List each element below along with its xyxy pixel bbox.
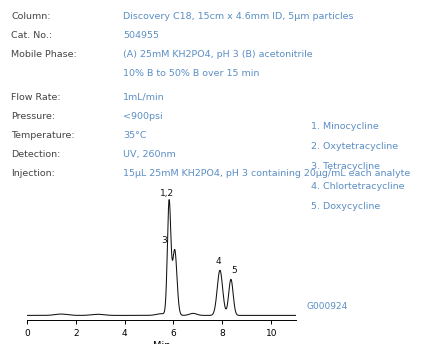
Text: Detection:: Detection:: [11, 150, 60, 159]
Text: 4. Chlortetracycline: 4. Chlortetracycline: [311, 182, 405, 191]
Text: 4: 4: [215, 257, 221, 266]
Text: Discovery C18, 15cm x 4.6mm ID, 5μm particles: Discovery C18, 15cm x 4.6mm ID, 5μm part…: [123, 12, 354, 21]
Text: 1. Minocycline: 1. Minocycline: [311, 122, 379, 131]
Text: 504955: 504955: [123, 31, 159, 40]
Text: (A) 25mM KH2PO4, pH 3 (B) acetonitrile: (A) 25mM KH2PO4, pH 3 (B) acetonitrile: [123, 50, 313, 59]
Text: Cat. No.:: Cat. No.:: [11, 31, 52, 40]
Text: G000924: G000924: [307, 302, 348, 311]
Text: 10% B to 50% B over 15 min: 10% B to 50% B over 15 min: [123, 69, 259, 78]
Text: 1mL/min: 1mL/min: [123, 93, 165, 102]
Text: Flow Rate:: Flow Rate:: [11, 93, 61, 102]
X-axis label: Min: Min: [152, 341, 170, 344]
Text: 3: 3: [162, 236, 168, 246]
Text: 1,2: 1,2: [159, 189, 174, 198]
Text: Pressure:: Pressure:: [11, 112, 55, 121]
Text: UV, 260nm: UV, 260nm: [123, 150, 176, 159]
Text: 5: 5: [232, 266, 237, 275]
Text: <900psi: <900psi: [123, 112, 163, 121]
Text: Injection:: Injection:: [11, 169, 55, 178]
Text: 35°C: 35°C: [123, 131, 146, 140]
Text: Column:: Column:: [11, 12, 51, 21]
Text: 5. Doxycycline: 5. Doxycycline: [311, 202, 381, 211]
Text: 15μL 25mM KH2PO4, pH 3 containing 20μg/mL each analyte: 15μL 25mM KH2PO4, pH 3 containing 20μg/m…: [123, 169, 410, 178]
Text: Temperature:: Temperature:: [11, 131, 75, 140]
Text: 3. Tetracycline: 3. Tetracycline: [311, 162, 380, 171]
Text: 2. Oxytetracycline: 2. Oxytetracycline: [311, 142, 398, 151]
Text: Mobile Phase:: Mobile Phase:: [11, 50, 77, 59]
